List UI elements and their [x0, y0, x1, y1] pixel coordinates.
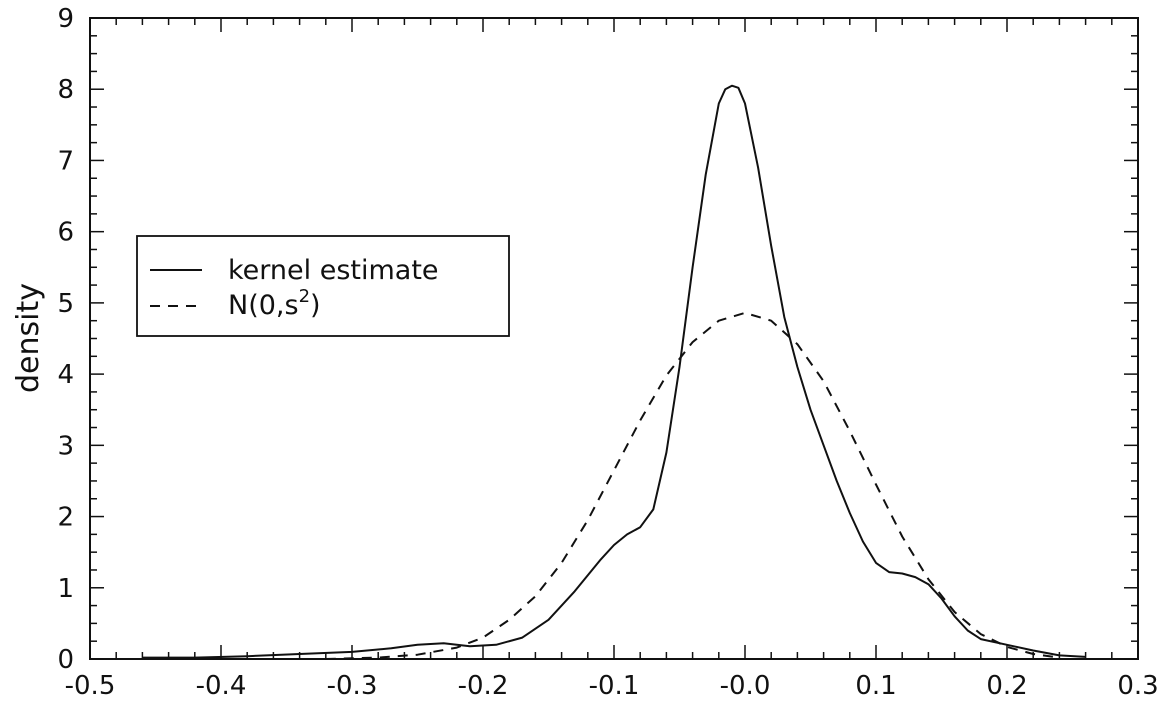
x-tick-label: 0.3: [1117, 671, 1158, 701]
x-tick-label: -0.3: [327, 671, 378, 701]
x-tick-label: -0.5: [65, 671, 116, 701]
tick-marks: [89, 17, 1139, 660]
x-tick-label: -0.0: [720, 671, 771, 701]
x-tick-label: -0.1: [589, 671, 640, 701]
x-tick-label: 0.1: [855, 671, 896, 701]
series-kernel-estimate-line: [142, 84, 1086, 659]
legend-normal-sup: 2: [299, 286, 310, 307]
y-tick-label: 0: [57, 645, 74, 675]
y-tick-label: 9: [57, 4, 74, 34]
legend-box: [136, 235, 510, 337]
series-normal-line: [325, 311, 1060, 660]
plot-frame: [89, 17, 1139, 660]
x-tick-label: -0.2: [458, 671, 509, 701]
series-lines: [142, 84, 1086, 660]
legend-label-kernel: kernel estimate: [228, 255, 439, 286]
legend-label-normal: N(0,s2): [228, 286, 321, 321]
legend: kernel estimate N(0,s2): [136, 235, 510, 337]
x-tick-label: -0.4: [196, 671, 247, 701]
y-tick-label: 6: [57, 218, 74, 248]
y-tick-label: 5: [57, 289, 74, 319]
y-tick-label: 2: [57, 503, 74, 533]
y-tick-label: 1: [57, 574, 74, 604]
y-tick-label: 3: [57, 431, 74, 461]
y-axis-label: density: [11, 283, 46, 393]
x-tick-labels: -0.5 -0.4 -0.3 -0.2 -0.1 -0.0 0.1 0.2 0.3: [65, 671, 1159, 701]
x-tick-label: 0.2: [986, 671, 1027, 701]
legend-normal-main: N(0,s: [228, 290, 299, 321]
y-tick-label: 4: [57, 360, 74, 390]
y-tick-label: 7: [57, 146, 74, 176]
y-tick-label: 8: [57, 75, 74, 105]
legend-normal-close: ): [310, 290, 321, 321]
y-tick-labels: 0 1 2 3 4 5 6 7 8 9: [57, 4, 74, 675]
